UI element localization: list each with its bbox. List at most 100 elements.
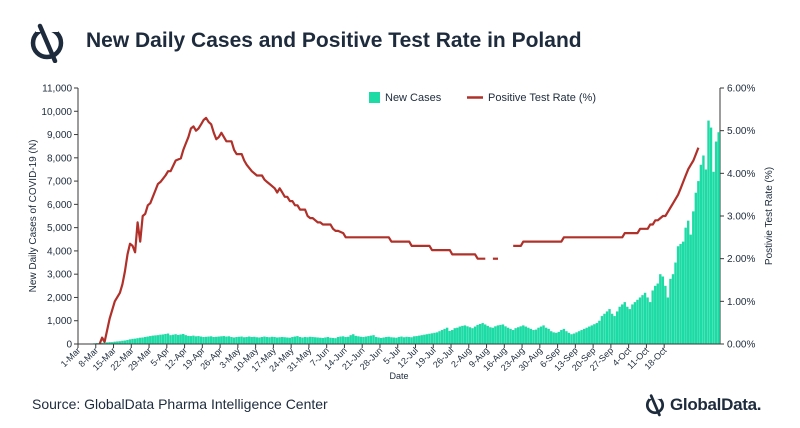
bar [324, 337, 327, 344]
bar [103, 342, 106, 344]
bar [184, 335, 187, 344]
bar [227, 336, 231, 344]
bar [410, 337, 413, 344]
bar [674, 262, 677, 344]
bar [699, 164, 703, 344]
bar [379, 337, 383, 344]
bar [179, 334, 182, 344]
bar [458, 326, 462, 344]
bar [250, 337, 253, 344]
bar [237, 336, 241, 344]
bar [336, 337, 340, 344]
bar [702, 155, 705, 344]
bar [258, 337, 261, 344]
bar [326, 337, 330, 344]
bar [669, 278, 672, 344]
bar [268, 337, 271, 344]
bar [544, 327, 548, 344]
bar [291, 337, 294, 344]
bar [590, 325, 593, 344]
bar [146, 336, 149, 344]
bar [425, 334, 429, 344]
bar [567, 332, 571, 344]
bar [603, 313, 606, 344]
bar [166, 333, 170, 344]
bar [151, 335, 154, 344]
left-tick-label: 1,000 [47, 316, 72, 327]
bar [240, 336, 243, 344]
bar [651, 290, 654, 344]
bar [131, 338, 134, 344]
bar [562, 328, 566, 344]
bar [339, 336, 342, 344]
bar [529, 328, 533, 344]
bar [149, 336, 152, 344]
bar [519, 326, 522, 344]
bar [174, 334, 177, 344]
bar [298, 337, 302, 344]
bar [154, 335, 157, 344]
bar [636, 299, 639, 344]
bar [709, 127, 713, 345]
bar [329, 337, 332, 344]
bar [270, 336, 274, 344]
bar [532, 330, 535, 344]
bar [605, 311, 609, 344]
bar [438, 331, 441, 344]
bar [608, 309, 611, 344]
bar [283, 337, 286, 344]
bar [689, 234, 692, 344]
bar [664, 285, 667, 344]
bar [405, 336, 408, 344]
bar [461, 325, 464, 344]
bar [456, 327, 459, 344]
bar [717, 132, 720, 344]
bar [506, 327, 510, 344]
bar [354, 335, 357, 344]
bar [164, 333, 167, 344]
bar [397, 337, 401, 344]
bar [588, 326, 591, 344]
bar [387, 336, 390, 344]
bar [552, 332, 555, 344]
legend-label-new-cases: New Cases [385, 92, 442, 104]
bar [278, 337, 281, 344]
bar [301, 337, 304, 344]
bar [313, 337, 317, 344]
bar [222, 336, 226, 344]
bar [281, 337, 284, 344]
bar [359, 336, 363, 344]
bar [286, 337, 289, 344]
bar [189, 336, 193, 344]
left-tick-label: 0 [66, 340, 72, 351]
bar [311, 337, 314, 344]
bar [303, 337, 307, 344]
bar [385, 337, 388, 344]
bar [687, 220, 690, 344]
bar [235, 337, 238, 344]
left-tick-label: 11,000 [42, 84, 72, 95]
bar [648, 302, 652, 344]
bar [260, 337, 264, 344]
bar [489, 327, 492, 344]
bar [407, 337, 411, 344]
bar [415, 336, 418, 344]
bar [245, 337, 248, 344]
bar [352, 334, 355, 344]
globaldata-logo-icon [30, 23, 64, 63]
bar [555, 332, 558, 344]
bar [666, 297, 670, 344]
bar [253, 336, 256, 344]
bar [263, 336, 266, 344]
bar [141, 337, 144, 344]
right-axis-label: Postivie Test Rate (%) [764, 167, 775, 265]
bar [707, 120, 710, 344]
bar [288, 337, 292, 344]
bar [527, 327, 530, 344]
bar [593, 324, 596, 344]
chart: 0 1,000 2,000 3,000 4,000 5,000 6,000 7,000 8,00… [28, 84, 775, 382]
bar [212, 337, 215, 344]
bar [133, 338, 137, 344]
bar [171, 334, 175, 344]
legend: New Cases Positive Test Rate (%) [369, 92, 596, 104]
